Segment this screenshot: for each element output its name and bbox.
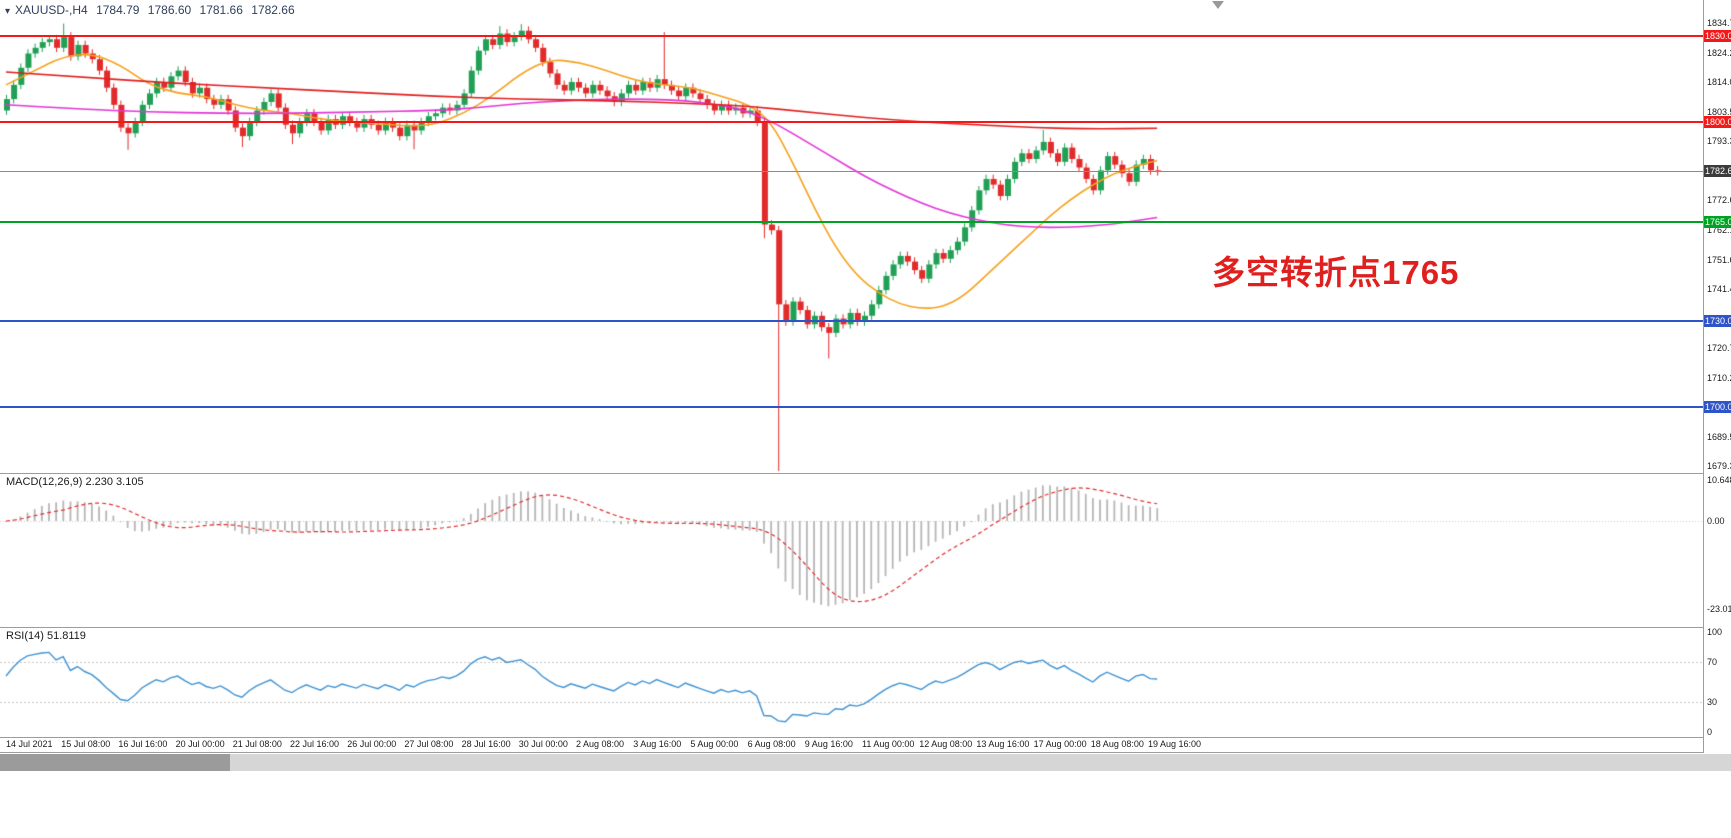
price-tick: 1751.60	[1707, 254, 1731, 265]
price-level-badge: 1782.66	[1704, 165, 1731, 178]
time-axis-label: 12 Aug 08:00	[919, 739, 973, 749]
macd-axis-tick: 0.00	[1707, 516, 1725, 526]
chart-canvas[interactable]	[0, 0, 1731, 775]
time-axis-label: 14 Jul 2021	[6, 739, 53, 749]
time-axis-label: 5 Aug 00:00	[690, 739, 739, 749]
time-axis-label: 18 Aug 08:00	[1090, 739, 1144, 749]
time-axis-label: 3 Aug 16:00	[633, 739, 682, 749]
symbol-triangle-icon: ▾	[5, 6, 11, 17]
time-axis-label: 2 Aug 08:00	[576, 739, 625, 749]
price-axis[interactable]: 1834.70 1824.20 1814.00 1803.50 1793.30 1772.…	[1703, 0, 1731, 753]
time-axis-label: 26 Jul 00:00	[347, 739, 397, 749]
time-axis[interactable]: 14 Jul 2021 15 Jul 08:00 16 Jul 16:00 20 Ju…	[0, 739, 1703, 752]
price-tick: 1720.70	[1707, 342, 1731, 353]
time-axis-label: 6 Aug 08:00	[747, 739, 796, 749]
panel-separator-rsi[interactable]	[0, 627, 1731, 628]
price-level-badge: 1830.00	[1704, 30, 1731, 43]
time-axis-label: 27 Jul 08:00	[404, 739, 454, 749]
chart-shift-marker-icon	[1212, 1, 1224, 9]
price-tick: 1793.30	[1707, 136, 1731, 147]
ohlc-low: 1781.66	[199, 3, 243, 17]
annotation-text[interactable]: 多空转折点1765	[1212, 254, 1460, 291]
price-level-badge: 1765.00	[1704, 215, 1731, 228]
time-axis-label: 13 Aug 16:00	[976, 739, 1030, 749]
time-axis-label: 11 Aug 00:00	[862, 739, 915, 749]
price-tick: 1762.10	[1707, 224, 1731, 235]
horizontal-scrollbar[interactable]	[0, 754, 1731, 771]
price-level-badge: 1800.00	[1704, 115, 1731, 128]
time-axis-label: 22 Jul 16:00	[290, 739, 340, 749]
panel-separator-timeaxis	[0, 737, 1731, 738]
ohlc-high: 1786.60	[147, 3, 192, 17]
chart-header: ▾ XAUUSD-,H4 1784.79 1786.60 1781.66 1782…	[5, 3, 300, 17]
price-level-badge: 1730.00	[1704, 315, 1731, 328]
rsi-axis-tick: 0	[1707, 727, 1713, 737]
ohlc-open: 1784.79	[96, 3, 140, 17]
symbol-period-label: XAUUSD-,H4	[15, 3, 88, 17]
time-axis-label: 28 Jul 16:00	[461, 739, 511, 749]
time-axis-label: 19 Aug 16:00	[1148, 739, 1202, 749]
rsi-axis-tick: 70	[1707, 657, 1718, 667]
price-tick: 1814.00	[1707, 77, 1731, 87]
price-tick: 1741.40	[1707, 283, 1731, 294]
macd-axis-tick: -23.017	[1707, 603, 1731, 614]
time-axis-label: 9 Aug 16:00	[804, 739, 853, 749]
price-tick: 1803.50	[1707, 106, 1731, 117]
ohlc-close: 1782.66	[251, 3, 295, 17]
time-axis-label: 20 Jul 00:00	[175, 739, 225, 749]
time-axis-label: 21 Jul 08:00	[232, 739, 282, 749]
price-tick: 1710.20	[1707, 372, 1731, 383]
price-tick: 1834.70	[1707, 18, 1731, 28]
scrollbar-thumb[interactable]	[0, 754, 230, 771]
price-tick: 1772.60	[1707, 195, 1731, 206]
price-level-badge: 1700.00	[1704, 400, 1731, 413]
time-axis-label: 16 Jul 16:00	[118, 739, 168, 749]
time-axis-label: 30 Jul 00:00	[518, 739, 568, 749]
rsi-axis-tick: 30	[1707, 697, 1718, 707]
price-tick: 1689.50	[1707, 431, 1731, 442]
panel-separator-macd[interactable]	[0, 473, 1731, 474]
rsi-axis-tick: 100	[1707, 627, 1723, 637]
macd-axis-tick: 10.648	[1707, 475, 1731, 486]
time-axis-label: 17 Aug 00:00	[1033, 739, 1087, 749]
macd-label: MACD(12,26,9) 2.230 3.105	[6, 476, 144, 488]
price-tick: 1679.30	[1707, 461, 1731, 471]
price-tick: 1824.20	[1707, 47, 1731, 58]
panel-separator-bottom	[0, 752, 1731, 753]
rsi-label: RSI(14) 51.8119	[6, 630, 86, 642]
time-axis-label: 15 Jul 08:00	[61, 739, 111, 749]
